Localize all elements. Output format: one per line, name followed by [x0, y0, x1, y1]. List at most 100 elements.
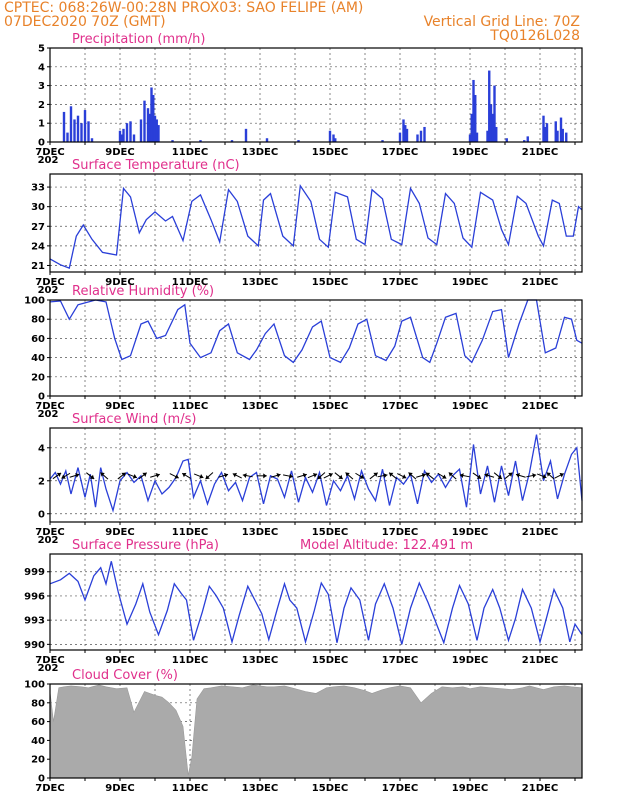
- precip-bar: [146, 108, 150, 142]
- wind-arrow-head: [542, 474, 547, 479]
- precip-bar: [523, 140, 526, 142]
- x-tick-label: 19DEC: [452, 783, 488, 794]
- wind-arrow: [546, 472, 555, 480]
- x-year-label: 202: [38, 663, 59, 674]
- precip-bar: [544, 126, 547, 142]
- y-tick-label: 0: [38, 509, 45, 520]
- x-year-label: 202: [38, 155, 59, 166]
- wind-arrow-head: [459, 473, 464, 478]
- wind-arrow: [150, 472, 160, 478]
- y-tick-label: 3: [38, 81, 45, 92]
- y-tick-label: 40: [31, 353, 45, 364]
- precip-bar: [554, 121, 557, 142]
- precip-bar: [542, 115, 545, 142]
- wind-arrow: [504, 472, 513, 480]
- wind-arrow: [86, 472, 95, 480]
- header-station-line: CPTEC: 068:26W-00:28N PROX03: SAO FELIPE…: [4, 0, 363, 16]
- wind-arrow: [297, 472, 307, 478]
- precip-bar: [297, 140, 300, 142]
- y-tick-label: 80: [31, 698, 45, 709]
- wind-arrow: [369, 472, 378, 480]
- precip-bar: [488, 70, 491, 142]
- y-tick-label: 5: [38, 44, 45, 55]
- wind-arrow-head: [75, 472, 80, 478]
- wind-arrow-head: [425, 472, 431, 477]
- wind-arrow-head: [421, 472, 426, 478]
- precip-bar: [505, 138, 508, 142]
- wind-arrow: [181, 472, 192, 479]
- precip-bar: [416, 134, 419, 142]
- x-tick-label: 7DEC: [35, 783, 64, 794]
- wind-arrow-head: [497, 474, 502, 479]
- precip-bar: [69, 106, 73, 142]
- x-tick-label: 13DEC: [242, 527, 278, 538]
- wind-arrow: [282, 473, 294, 479]
- wind-arrow: [100, 472, 109, 480]
- y-tick-label: 21: [31, 261, 45, 272]
- panel-rh: 0 20 40 60 80 100 7DEC 9DEC 11DEC 13DEC 15DEC 17DEC…: [24, 284, 583, 420]
- wind-arrow: [472, 472, 482, 480]
- x-tick-label: 17DEC: [382, 527, 418, 538]
- y-tick-label: 0: [38, 774, 45, 785]
- precip-bar: [495, 126, 498, 142]
- x-year-label: 202: [38, 285, 59, 296]
- wind-arrow: [218, 472, 229, 478]
- wind-arrow-head: [328, 472, 333, 478]
- precip-bar: [526, 136, 529, 142]
- wind-arrow: [345, 472, 354, 480]
- header-grid-note: Vertical Grid Line: 70Z: [424, 14, 580, 30]
- x-tick-label: 11DEC: [172, 527, 208, 538]
- wind-arrow: [242, 473, 253, 478]
- x-tick-label: 17DEC: [382, 277, 418, 288]
- x-year-label: 202: [38, 535, 59, 546]
- x-tick-label: 19DEC: [452, 147, 488, 158]
- wind-arrow-head: [121, 472, 126, 477]
- x-tick-label: 7DEC: [35, 401, 64, 412]
- x-tick-label: 13DEC: [242, 783, 278, 794]
- x-tick-label: 13DEC: [242, 655, 278, 666]
- cloud-cover-area: [49, 684, 583, 779]
- x-tick-label: 21DEC: [522, 401, 558, 412]
- wind-arrow: [536, 473, 547, 479]
- y-tick-label: 990: [24, 640, 45, 651]
- wind-arrow: [138, 472, 147, 480]
- wind-arrow: [61, 472, 71, 479]
- x-tick-label: 7DEC: [35, 655, 64, 666]
- y-tick-label: 40: [31, 736, 45, 747]
- x-tick-label: 17DEC: [382, 783, 418, 794]
- y-tick-label: 1: [38, 119, 45, 130]
- wind-arrow-head: [484, 472, 489, 478]
- precip-bar: [132, 134, 136, 142]
- wind-arrow-head: [448, 472, 454, 477]
- wind-arrow: [355, 472, 365, 479]
- x-tick-label: 17DEC: [382, 147, 418, 158]
- x-tick-label: 15DEC: [312, 655, 348, 666]
- y-tick-label: 60: [31, 334, 45, 345]
- wind-arrow: [323, 472, 333, 479]
- x-tick-label: 19DEC: [452, 277, 488, 288]
- precip-bar: [62, 111, 66, 142]
- precip-bar: [155, 119, 158, 142]
- wind-arrow-head: [199, 474, 204, 479]
- x-tick-label: 9DEC: [105, 655, 134, 666]
- y-tick-label: 27: [31, 222, 45, 233]
- y-tick-label: 33: [31, 183, 45, 194]
- wind-arrow-head: [546, 472, 552, 477]
- wind-arrow: [388, 472, 398, 480]
- wind-arrow: [127, 473, 138, 479]
- x-tick-label: 9DEC: [105, 527, 134, 538]
- panel-wind: 0 2 4 7DEC 9DEC 11DEC 13DEC 15DEC 17DEC 19DEC 21DE…: [35, 412, 583, 546]
- wind-arrow-head: [317, 474, 322, 480]
- wind-arrow: [193, 473, 204, 479]
- precip-bar: [150, 87, 153, 142]
- wind-arrow: [52, 472, 62, 480]
- precip-bar: [122, 128, 125, 142]
- precip-bar: [470, 113, 473, 142]
- wind-arrow: [484, 472, 495, 478]
- precip-bar: [419, 130, 423, 142]
- wind-arrow: [256, 473, 267, 479]
- precip-bar: [244, 128, 248, 142]
- y-tick-label: 4: [38, 62, 45, 73]
- precip-bar: [328, 130, 332, 142]
- y-tick-label: 80: [31, 315, 45, 326]
